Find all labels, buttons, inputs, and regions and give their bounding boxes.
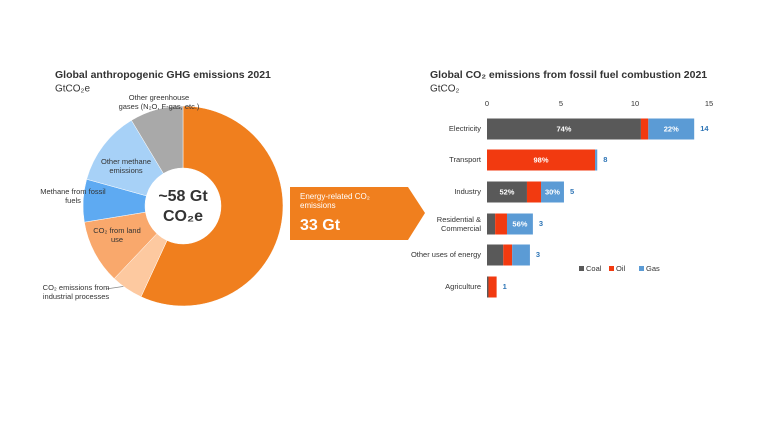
x-tick-label: 5 xyxy=(559,99,563,108)
total-label: 5 xyxy=(570,187,574,196)
legend-swatch xyxy=(609,266,614,271)
pie-title: Global anthropogenic GHG emissions 2021 xyxy=(55,69,271,81)
pie-subtitle: GtCO₂e xyxy=(55,84,90,95)
bar-segment xyxy=(503,244,513,266)
total-label: 14 xyxy=(700,124,709,133)
bar-segment xyxy=(541,181,564,203)
category-label: Electricity xyxy=(448,124,481,133)
bar-segment xyxy=(495,213,507,235)
bar-title: Global CO₂ emissions from fossil fuel co… xyxy=(430,69,707,81)
slice-label: Methane from fossil fuels xyxy=(40,187,106,205)
bar-segment xyxy=(526,181,542,203)
category-label: Agriculture xyxy=(445,282,481,291)
share-label: 74% xyxy=(556,124,571,133)
share-label: 52% xyxy=(499,187,514,196)
x-tick-label: 0 xyxy=(485,99,489,108)
total-label: 1 xyxy=(503,282,507,291)
bar-subtitle: GtCO₂ xyxy=(430,84,460,95)
total-label: 3 xyxy=(539,219,543,228)
slice-label: Other methane emissions xyxy=(100,157,152,175)
category-label: Other uses of energy xyxy=(410,250,481,259)
total-label: 8 xyxy=(603,155,607,164)
bar-segment xyxy=(512,244,530,266)
legend-label: Gas xyxy=(646,264,660,273)
share-label: 30% xyxy=(545,187,560,196)
category-label: Residential & Commercial xyxy=(436,215,481,233)
center-title: ~58 Gt xyxy=(158,188,208,205)
total-label: 3 xyxy=(536,250,540,259)
arrow-value: 33 Gt xyxy=(300,217,341,234)
x-tick-label: 10 xyxy=(631,99,639,108)
slice-label: Other greenhouse gases (N₂O, F-gas, etc.… xyxy=(118,93,200,111)
share-label: 98% xyxy=(534,155,549,164)
legend-swatch xyxy=(579,266,584,271)
bar-segment xyxy=(488,276,497,298)
x-tick-label: 15 xyxy=(705,99,713,108)
bar-segment xyxy=(487,276,489,298)
share-label: 22% xyxy=(664,124,679,133)
category-label: Industry xyxy=(454,187,481,196)
center-unit: CO₂e xyxy=(163,208,203,225)
share-label: 56% xyxy=(512,219,527,228)
legend-label: Oil xyxy=(616,264,626,273)
arrow-label: Energy-related CO₂ emissions xyxy=(300,192,370,210)
slice-label: CO₂ emissions from industrial processes xyxy=(42,283,110,301)
bar-segment xyxy=(595,149,598,171)
legend-swatch xyxy=(639,266,644,271)
bar-segment xyxy=(487,213,496,235)
bar-segment xyxy=(487,181,527,203)
bar-segment xyxy=(487,118,641,140)
pie-slice xyxy=(131,105,184,174)
bar-segment xyxy=(640,118,649,140)
arrow xyxy=(290,187,425,240)
bar-segment xyxy=(487,244,504,266)
slice-label: CO₂ from land use xyxy=(93,226,141,244)
bar-segment xyxy=(487,149,596,171)
category-label: Transport xyxy=(449,155,481,164)
bar-segment xyxy=(506,213,533,235)
bar-segment xyxy=(648,118,695,140)
legend-label: Coal xyxy=(586,264,602,273)
